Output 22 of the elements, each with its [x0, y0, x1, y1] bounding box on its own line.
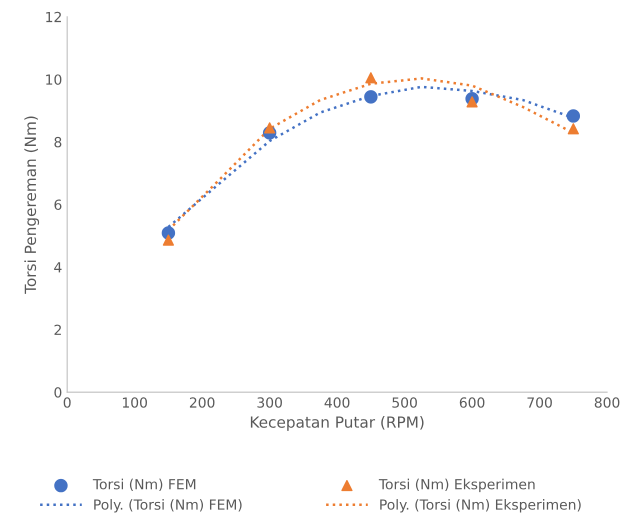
y-tick-label: 2: [54, 324, 61, 335]
y-tick-label: 10: [46, 74, 62, 85]
y-tick-label: 6: [54, 199, 62, 210]
legend-label: Poly. (Torsi (Nm) Eksperimen): [380, 499, 581, 512]
y-axis-title: Torsi Pengereman (Nm): [24, 116, 40, 294]
x-tick-label: 100: [122, 397, 147, 408]
x-axis-title: Kecepatan Putar (RPM): [250, 416, 424, 431]
x-tick-label: 400: [324, 397, 350, 408]
x-tick-label: 700: [527, 397, 552, 408]
x-tick-label: 800: [594, 397, 620, 408]
x-tick-label: 300: [257, 397, 282, 408]
legend-label: Torsi (Nm) Eksperimen: [378, 478, 535, 492]
y-tick-label: 12: [46, 12, 61, 22]
y-tick-label: 4: [54, 262, 62, 272]
x-tick-label: 0: [64, 397, 71, 408]
y-tick-label: 0: [54, 387, 62, 398]
legend-label: Torsi (Nm) FEM: [92, 478, 196, 492]
x-tick-label: 500: [392, 397, 417, 408]
legend-label: Poly. (Torsi (Nm) FEM): [94, 499, 242, 512]
y-tick-label: 8: [54, 136, 62, 148]
x-tick-label: 600: [460, 397, 484, 408]
x-tick-label: 200: [190, 397, 214, 408]
